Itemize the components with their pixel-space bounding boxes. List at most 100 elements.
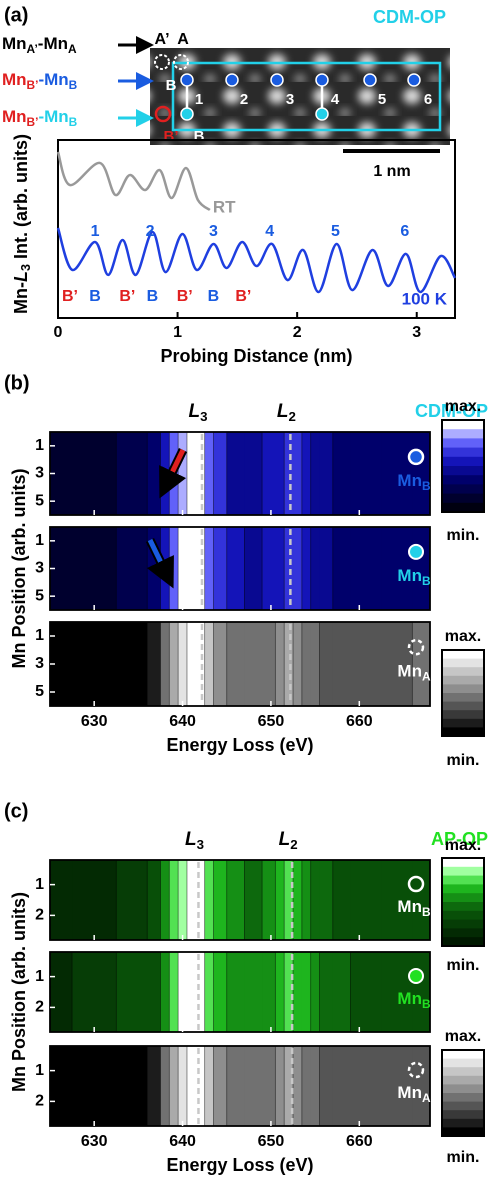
intensity-band <box>262 860 276 940</box>
colorbar-step <box>442 1101 484 1111</box>
series-label: 100 K <box>402 289 448 308</box>
y-tick-label: 1 <box>35 968 44 985</box>
b-sites <box>180 73 421 87</box>
text-part: L <box>279 829 291 850</box>
colorbar-step <box>442 1084 484 1094</box>
y-tick-label: 3 <box>35 560 44 577</box>
colorbar-step <box>442 475 484 485</box>
intensity-band <box>301 527 312 610</box>
intensity-band <box>319 952 334 1032</box>
column-label: 4 <box>331 91 340 108</box>
panel-title: CDM-OP <box>373 7 446 27</box>
x-tick-label: 630 <box>81 1133 108 1150</box>
intensity-band <box>147 1046 161 1126</box>
intensity-band <box>284 952 294 1032</box>
intensity-band <box>350 622 382 706</box>
colorbar-step <box>442 1058 484 1068</box>
intensity-band <box>262 1046 276 1126</box>
text-part: Mn <box>397 989 422 1008</box>
text-part: Mn <box>2 70 27 89</box>
text-part: A’ <box>27 42 38 56</box>
site-label: B <box>208 288 220 305</box>
y-tick-label: 3 <box>35 655 44 672</box>
intensity-band <box>319 622 334 706</box>
intensity-band <box>186 432 197 515</box>
intensity-band <box>178 527 188 610</box>
intensity-band <box>213 432 228 515</box>
x-axis-label: Energy Loss (eV) <box>166 1155 313 1175</box>
colorbar-step <box>442 693 484 703</box>
intensity-band <box>160 622 170 706</box>
colorbar-step <box>442 718 484 728</box>
intensity-band <box>293 1046 303 1126</box>
intensity-band <box>275 432 285 515</box>
intensity-band <box>213 622 228 706</box>
intensity-band <box>332 622 351 706</box>
site-label: MnA <box>397 1083 431 1105</box>
x-tick-label: 660 <box>346 1133 373 1150</box>
intensity-band <box>50 432 73 515</box>
intensity-band <box>50 860 73 940</box>
site-label: MnB <box>397 989 431 1011</box>
site-a <box>173 54 189 70</box>
colorbar-step <box>442 866 484 877</box>
intensity-band <box>275 860 285 940</box>
legend-label: MnA’-MnA <box>2 34 77 56</box>
intensity-band <box>244 1046 263 1126</box>
intensity-band <box>310 952 321 1032</box>
intensity-band <box>195 952 206 1032</box>
colorbar-step <box>442 1118 484 1128</box>
intensity-band <box>160 1046 170 1126</box>
x-tick-label: 640 <box>169 1133 196 1150</box>
inset-label: A’ <box>154 31 169 48</box>
intensity-band <box>301 952 312 1032</box>
intensity-band <box>178 622 188 706</box>
colorbar-step <box>442 456 484 467</box>
intensity-band <box>332 527 351 610</box>
y-tick-label: 2 <box>35 1093 44 1110</box>
intensity-band <box>412 1046 431 1126</box>
text-part: Int. (arb. units) <box>11 134 31 264</box>
intensity-band <box>284 622 294 706</box>
map-frame <box>49 859 431 941</box>
intensity-band <box>301 432 312 515</box>
inset-label: B’ <box>164 128 179 145</box>
x-tick-label: 2 <box>293 324 302 341</box>
intensity-band <box>204 622 214 706</box>
intensity-band <box>72 860 117 940</box>
intensity-band <box>293 527 303 610</box>
intensity-band <box>381 952 413 1032</box>
arrow <box>146 538 174 589</box>
colorbar-step <box>442 701 484 711</box>
intensity-band <box>116 952 148 1032</box>
intensity-band <box>195 860 206 940</box>
intensity-band <box>350 1046 382 1126</box>
intensity-band <box>226 952 245 1032</box>
intensity-band <box>293 952 303 1032</box>
text-part: A <box>68 42 77 56</box>
site-label: MnA <box>397 662 431 684</box>
intensity-band <box>195 527 206 610</box>
colorbar-step <box>442 650 484 660</box>
colorbar-label: max. <box>445 837 481 854</box>
colorbar-step <box>442 1127 484 1137</box>
site-marker <box>408 968 424 984</box>
intensity-band <box>412 860 431 940</box>
intensity-band <box>310 622 321 706</box>
intensity-band <box>72 527 117 610</box>
intensity-band <box>169 622 179 706</box>
site-label: MnB <box>397 897 431 919</box>
intensity-band <box>319 860 334 940</box>
intensity-band <box>275 1046 285 1126</box>
intensity-band <box>262 432 276 515</box>
text-part: L <box>11 271 31 282</box>
site-marker <box>407 1061 425 1079</box>
intensity-band <box>186 527 197 610</box>
intensity-band <box>381 622 413 706</box>
intensity-band <box>72 622 117 706</box>
intensity-band <box>169 952 179 1032</box>
intensity-band <box>262 952 276 1032</box>
site-marker <box>407 448 425 466</box>
intensity-band <box>284 1046 294 1126</box>
